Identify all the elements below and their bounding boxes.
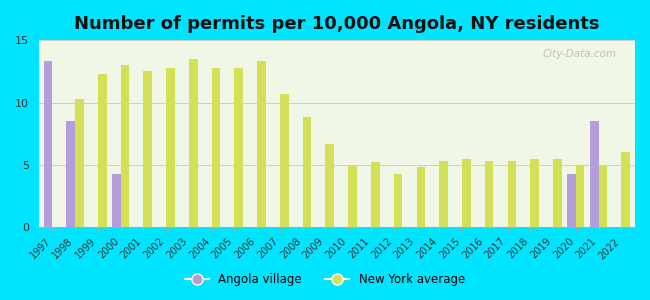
Bar [235, 68, 243, 227]
Bar [567, 174, 576, 227]
Bar [530, 159, 539, 227]
Bar [576, 165, 584, 227]
Bar [371, 162, 380, 227]
Title: Number of permits per 10,000 Angola, NY residents: Number of permits per 10,000 Angola, NY … [74, 15, 599, 33]
Bar [166, 68, 175, 227]
Bar [257, 61, 266, 227]
Bar [326, 144, 334, 227]
Bar [144, 71, 152, 227]
Bar [599, 165, 607, 227]
Bar [121, 65, 129, 227]
Bar [485, 161, 493, 227]
Bar [44, 61, 53, 227]
Bar [303, 118, 311, 227]
Bar [462, 159, 471, 227]
Bar [280, 94, 289, 227]
Legend: Angola village, New York average: Angola village, New York average [181, 269, 469, 291]
Bar [212, 68, 220, 227]
Bar [75, 99, 84, 227]
Bar [394, 174, 402, 227]
Bar [621, 152, 630, 227]
Bar [348, 165, 357, 227]
Bar [66, 121, 75, 227]
Bar [112, 174, 121, 227]
Bar [439, 161, 448, 227]
Bar [189, 59, 198, 227]
Text: City-Data.com: City-Data.com [543, 50, 617, 59]
Bar [590, 121, 599, 227]
Bar [98, 74, 107, 227]
Bar [417, 167, 425, 227]
Bar [508, 161, 516, 227]
Bar [553, 159, 562, 227]
